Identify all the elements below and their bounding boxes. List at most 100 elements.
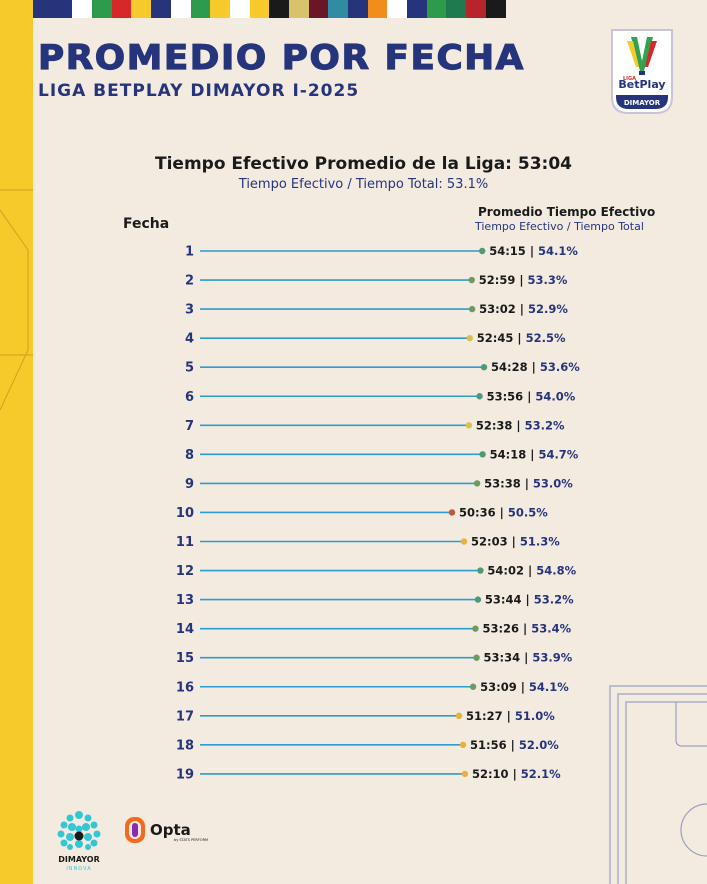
data-label: 52:10 | 52.1% — [472, 767, 561, 781]
data-label: 50:36 | 50.5% — [459, 505, 548, 519]
lollipop-dot — [477, 567, 484, 574]
time-value: 54:18 | — [490, 447, 539, 461]
side-decoration — [0, 189, 33, 411]
left-yellow-band — [0, 0, 33, 884]
stripe-segment — [151, 0, 171, 18]
opta-logo-sublabel: by STATS PERFORM — [174, 838, 208, 842]
data-label: 54:28 | 53.6% — [491, 360, 580, 374]
lollipop-dot — [460, 538, 468, 545]
stripe-segment — [111, 0, 132, 18]
time-value: 52:03 | — [471, 535, 520, 549]
ratio-value: 53.3% — [528, 273, 568, 287]
dimayor-innova-logo: DIMAYOR INNOVA — [57, 811, 101, 872]
data-label: 51:27 | 51.0% — [466, 709, 555, 723]
data-label: 52:38 | 53.2% — [476, 418, 565, 432]
opta-logo: Opta by STATS PERFORM — [125, 817, 208, 843]
stripe-segment — [33, 0, 53, 18]
data-label: 53:44 | 53.2% — [485, 593, 574, 607]
lollipop-dot — [479, 247, 486, 255]
time-value: 51:56 | — [470, 738, 519, 752]
time-value: 52:10 | — [472, 767, 521, 781]
data-label: 54:15 | 54.1% — [489, 244, 578, 258]
time-value: 50:36 | — [459, 505, 508, 519]
fecha-label: 2 — [185, 274, 194, 289]
lollipop-dot — [473, 654, 480, 661]
time-value: 51:27 | — [466, 709, 515, 723]
stripe-segment — [269, 0, 289, 18]
lollipop-dot — [461, 770, 469, 778]
lollipop-dot — [473, 480, 481, 487]
stripe-segment — [190, 0, 211, 18]
stripe-segment — [52, 0, 73, 18]
fecha-label: 15 — [176, 651, 194, 666]
stripe-segment — [348, 0, 368, 18]
fecha-label: 9 — [185, 477, 194, 492]
fecha-label: 8 — [185, 448, 194, 463]
stripe-segment — [387, 0, 408, 18]
stripe-segment — [426, 0, 447, 18]
stripe-segment — [170, 0, 191, 18]
time-value: 54:15 | — [489, 244, 538, 258]
ratio-value: 54.8% — [536, 564, 576, 578]
fecha-label: 11 — [176, 535, 194, 550]
stripe-segment — [131, 0, 152, 18]
time-value: 53:44 | — [485, 593, 534, 607]
lollipop-dot — [455, 712, 463, 719]
betplay-league-badge: LIGA BetPlay DIMAYOR — [611, 29, 673, 114]
data-label: 53:26 | 53.4% — [482, 622, 571, 636]
lollipop-dot — [466, 334, 473, 342]
lollipop-dot — [474, 596, 482, 603]
data-label: 53:34 | 53.9% — [484, 651, 573, 665]
fecha-label: 3 — [185, 303, 194, 318]
data-label: 54:02 | 54.8% — [487, 564, 576, 578]
time-value: 52:45 | — [477, 331, 526, 345]
stripe-segment — [446, 0, 467, 18]
time-value: 54:28 | — [491, 360, 540, 374]
fecha-label: 4 — [185, 332, 194, 347]
data-label: 52:59 | 53.3% — [479, 273, 568, 287]
lollipop-dot — [469, 683, 477, 690]
stripe-segment — [328, 0, 348, 18]
badge-name: DIMAYOR — [624, 99, 661, 107]
lollipop-dot — [480, 364, 488, 371]
ratio-value: 51.3% — [520, 535, 560, 549]
ball-icon — [74, 831, 84, 841]
lollipop-dot — [468, 276, 475, 284]
lollipop-dot — [479, 451, 486, 458]
time-value: 54:02 | — [487, 564, 536, 578]
color-stripe-bar — [33, 0, 506, 18]
time-value: 53:56 | — [487, 389, 536, 403]
data-label: 52:03 | 51.3% — [471, 535, 560, 549]
ratio-value: 52.0% — [519, 738, 559, 752]
dimayor-logo-sublabel: INNOVA — [66, 866, 91, 872]
time-value: 53:02 | — [479, 302, 528, 316]
data-label: 53:38 | 53.0% — [484, 476, 573, 490]
dimayor-logo-label: DIMAYOR — [58, 855, 99, 864]
stripe-segment — [210, 0, 230, 18]
lollipop-dot — [468, 305, 476, 313]
fecha-label: 14 — [176, 622, 194, 637]
ratio-value: 53.0% — [533, 476, 573, 490]
league-average-headline: Tiempo Efectivo Promedio de la Liga: 53:… — [154, 154, 572, 174]
ratio-value: 53.2% — [525, 418, 565, 432]
ratio-value: 54.1% — [538, 244, 578, 258]
data-label: 53:56 | 54.0% — [487, 389, 576, 403]
ratio-value: 50.5% — [508, 505, 548, 519]
fecha-label: 19 — [176, 767, 194, 782]
ratio-value: 53.6% — [540, 360, 580, 374]
stripe-segment — [92, 0, 112, 18]
fecha-label: 18 — [176, 738, 194, 753]
stripe-segment — [367, 0, 388, 18]
ratio-value: 52.9% — [528, 302, 568, 316]
fecha-label: 13 — [176, 593, 194, 608]
fecha-label: 1 — [185, 245, 194, 260]
ratio-value: 54.0% — [535, 389, 575, 403]
page-subtitle: LIGA BETPLAY DIMAYOR I-2025 — [38, 81, 360, 101]
time-value: 53:38 | — [484, 476, 533, 490]
fecha-label: 17 — [176, 709, 194, 724]
fecha-column-header: Fecha — [123, 216, 170, 232]
data-label: 53:02 | 52.9% — [479, 302, 568, 316]
time-value: 52:59 | — [479, 273, 528, 287]
data-label: 51:56 | 52.0% — [470, 738, 559, 752]
